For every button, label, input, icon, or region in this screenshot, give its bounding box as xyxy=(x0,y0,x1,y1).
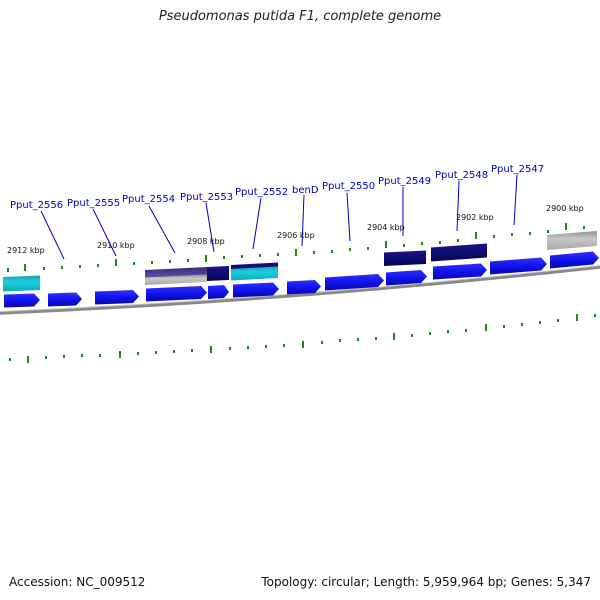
gene-feature-grey[interactable] xyxy=(547,231,597,250)
cds-arrow[interactable] xyxy=(325,274,384,291)
map-title: Pseudomonas putida F1, complete genome xyxy=(158,9,442,24)
scale-label: 2902 kbp xyxy=(456,213,494,222)
cds-arrow[interactable] xyxy=(208,285,229,299)
scale-label: 2904 kbp xyxy=(367,223,405,232)
cds-arrow[interactable] xyxy=(386,270,427,286)
cds-arrow[interactable] xyxy=(490,257,547,275)
cds-arrow[interactable] xyxy=(48,292,82,307)
cds-arrow[interactable] xyxy=(287,280,321,295)
scale-label: 2910 kbp xyxy=(97,241,135,250)
scale-label: 2906 kbp xyxy=(277,231,315,240)
gene-labels: Pput_2556 Pput_2555 Pput_2554 Pput_2553 … xyxy=(10,164,544,211)
gene-feature-dark[interactable] xyxy=(207,266,229,281)
gene-feature-grey[interactable] xyxy=(145,274,207,286)
gene-label-pput-2556[interactable]: Pput_2556 xyxy=(10,200,63,211)
cds-arrow-row xyxy=(4,251,599,308)
gene-feature-cyan[interactable] xyxy=(3,275,40,292)
gene-label-pput-2549[interactable]: Pput_2549 xyxy=(378,176,431,187)
gene-label-pput-2550[interactable]: Pput_2550 xyxy=(322,181,375,192)
gene-label-pput-2553[interactable]: Pput_2553 xyxy=(180,192,233,203)
feature-row-upper xyxy=(3,231,597,292)
cds-arrow[interactable] xyxy=(4,293,40,308)
cds-arrow[interactable] xyxy=(233,282,279,298)
gene-label-pput-2548[interactable]: Pput_2548 xyxy=(435,170,488,181)
gene-label-pput-2555[interactable]: Pput_2555 xyxy=(67,198,120,209)
genome-backbone xyxy=(0,265,600,315)
genome-summary: Topology: circular; Length: 5,959,964 bp… xyxy=(261,575,591,589)
gene-feature-cyan[interactable] xyxy=(231,266,278,281)
scale-label: 2900 kbp xyxy=(546,204,584,213)
gene-feature-dark[interactable] xyxy=(431,243,487,262)
cds-arrow[interactable] xyxy=(550,251,599,269)
gene-label-leaders xyxy=(40,174,518,260)
scale-label: 2912 kbp xyxy=(7,246,45,255)
gene-feature-dark[interactable] xyxy=(384,250,426,267)
cds-arrow[interactable] xyxy=(433,263,487,280)
scale-label: 2908 kbp xyxy=(187,237,225,246)
scale-ticks-bottom xyxy=(9,314,596,363)
gene-label-bend[interactable]: benD xyxy=(292,185,319,196)
gene-label-pput-2552[interactable]: Pput_2552 xyxy=(235,187,288,198)
gene-label-pput-2547[interactable]: Pput_2547 xyxy=(491,164,544,175)
cds-arrow[interactable] xyxy=(95,290,139,305)
cds-arrow[interactable] xyxy=(146,286,207,302)
gene-label-pput-2554[interactable]: Pput_2554 xyxy=(122,194,175,205)
scale-labels: 2912 kbp 2910 kbp 2908 kbp 2906 kbp 2904… xyxy=(7,204,584,255)
accession-label: Accession: NC_009512 xyxy=(9,575,146,589)
scale-ticks-top xyxy=(7,223,585,272)
